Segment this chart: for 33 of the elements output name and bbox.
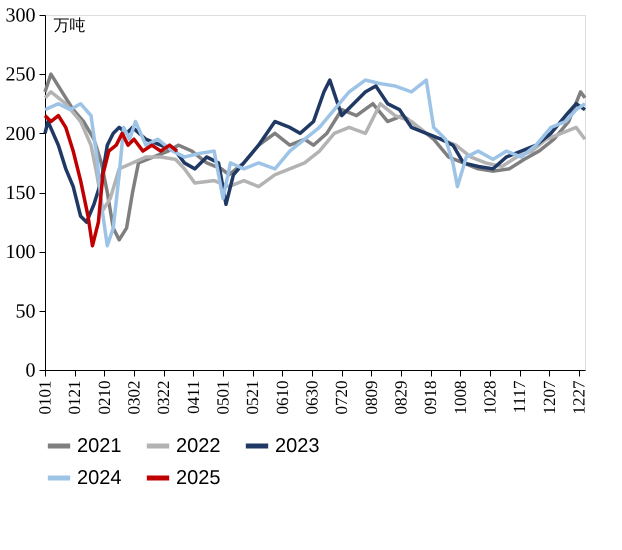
x-tick-label: 0101: [36, 380, 54, 414]
legend-label: 2025: [176, 467, 220, 489]
x-tick-label: 1117: [510, 380, 530, 414]
line-series: [43, 114, 179, 248]
x-tick-label: 0720: [332, 380, 352, 414]
y-tick-label: 200: [6, 122, 36, 145]
x-tick-label: 0829: [392, 380, 411, 414]
x-tick-label: 0610: [272, 380, 292, 414]
x-tick-label: 0630: [302, 380, 322, 414]
x-tick-label: 0521: [243, 380, 262, 414]
x-tick-label: 0210: [94, 380, 114, 414]
legend-label: 2024: [77, 467, 122, 489]
x-tick-label: 1227: [570, 380, 589, 414]
y-axis-title: 万吨: [54, 16, 86, 34]
x-tick-label: 1207: [540, 380, 559, 414]
x-tick-label: 0302: [124, 380, 144, 414]
legend-label: 2021: [77, 435, 122, 457]
y-tick-label: 100: [6, 241, 36, 264]
x-tick-label: 0501: [214, 380, 233, 414]
x-tick-label: 0322: [154, 380, 174, 414]
legend-label: 2022: [176, 435, 220, 457]
x-tick-label: 1008: [450, 380, 470, 414]
x-tick-label: 0809: [362, 380, 381, 414]
x-tick-label: 0411: [184, 380, 203, 414]
y-tick-label: 250: [6, 64, 36, 86]
x-tick-label: 0121: [65, 380, 84, 414]
x-tick-label: 1028: [480, 380, 500, 414]
x-tick-label: 0918: [421, 380, 440, 414]
legend-label: 2023: [275, 435, 320, 457]
y-tick-label: 150: [6, 182, 36, 204]
y-tick-label: 50: [16, 300, 36, 322]
y-tick-label: 0: [26, 360, 36, 382]
y-tick-label: 300: [6, 4, 36, 26]
